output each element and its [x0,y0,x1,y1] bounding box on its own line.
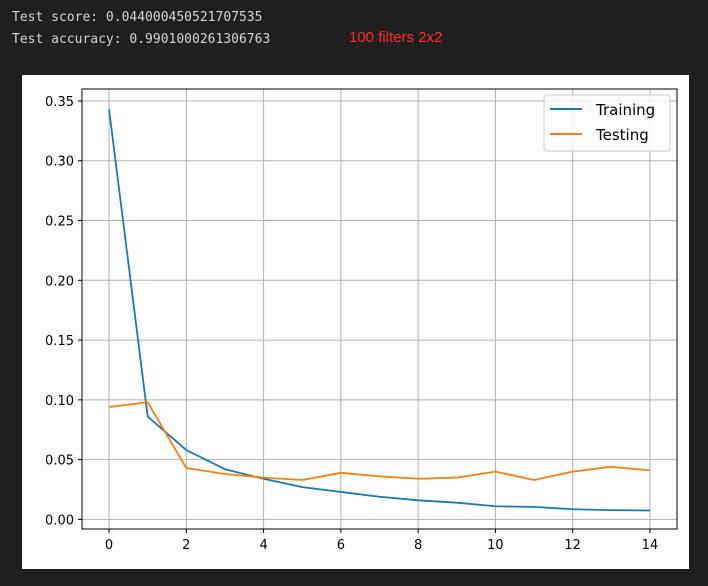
test-score-output: Test score: 0.044000450521707535 [12,10,263,25]
axes-frame [81,88,678,530]
loss-chart: 0 2 4 6 8 10 12 14 0.00 0.05 0.10 0.15 0.20 0.25 0.30 0… [45,88,678,553]
y-tick-label: 0.00 [45,513,74,528]
y-tick-label: 0.05 [45,454,74,469]
test-accuracy-output: Test accuracy: 0.9901000261306763 [12,32,271,47]
y-tick-label: 0.25 [45,215,74,230]
grid-lines [82,89,677,529]
filters-annotation: 100 filters 2x2 [349,29,443,46]
x-tick-label: 6 [337,538,345,553]
axis-ticks: 0 2 4 6 8 10 12 14 0.00 0.05 0.10 0.15 0.20 0.25 0.30 0… [45,95,658,553]
x-tick-label: 2 [182,538,190,553]
chart-legend: Training Testing [543,94,671,152]
x-tick-label: 0 [105,538,113,553]
legend-label-training: Training [595,101,655,119]
x-tick-label: 8 [414,538,422,553]
y-tick-label: 0.30 [45,155,74,170]
x-tick-label: 10 [487,538,504,553]
x-tick-label: 4 [259,538,267,553]
loss-chart-figure: 0 2 4 6 8 10 12 14 0.00 0.05 0.10 0.15 0.20 0.25 0.30 0… [22,75,689,569]
x-tick-label: 14 [642,538,659,553]
series-line-training [108,109,650,512]
y-tick-label: 0.10 [45,394,74,409]
y-tick-label: 0.15 [45,334,74,349]
legend-label-testing: Testing [595,126,649,144]
series-line-testing [108,401,651,481]
y-tick-label: 0.35 [45,95,74,110]
y-tick-label: 0.20 [45,274,74,289]
series-lines [108,109,651,512]
x-tick-label: 12 [564,538,581,553]
